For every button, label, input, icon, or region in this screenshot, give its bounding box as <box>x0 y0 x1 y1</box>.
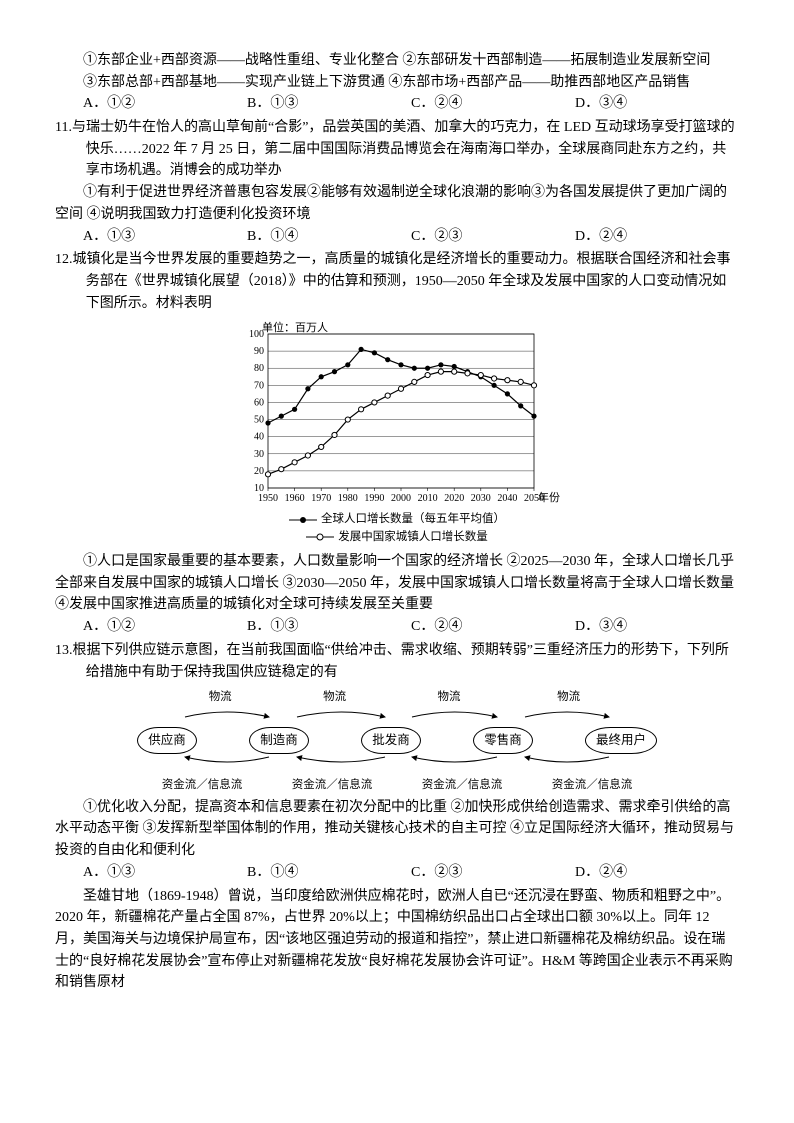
arrows-top <box>137 707 657 719</box>
q12-chart: 1020304050607080901001950196019701980199… <box>232 320 562 547</box>
q11-optD[interactable]: D．②④ <box>575 226 739 248</box>
q13-optA[interactable]: A．①③ <box>55 862 247 884</box>
q13-body: 13.根据下列供应链示意图，在当前我国面临“供给冲击、需求收缩、预期转弱”三重经… <box>55 640 739 683</box>
q13-optC[interactable]: C．②③ <box>411 862 575 884</box>
q12-optC[interactable]: C．②④ <box>411 616 575 638</box>
node-row: 供应商 制造商 批发商 零售商 最终用户 <box>137 727 657 754</box>
svg-text:90: 90 <box>254 346 264 357</box>
svg-text:30: 30 <box>254 449 264 460</box>
svg-text:1950: 1950 <box>258 493 278 504</box>
top-lbl-4: 物流 <box>557 689 580 707</box>
q12-optA[interactable]: A．①② <box>55 616 247 638</box>
node-supplier: 供应商 <box>137 727 197 754</box>
svg-text:1970: 1970 <box>311 493 331 504</box>
q11-body: 11.与瑞士奶牛在怡人的高山草甸前“合影”，品尝英国的美酒、加拿大的巧克力，在 … <box>55 117 739 182</box>
chart-legend: 全球人口增长数量（每五年平均值） 发展中国家城镇人口增长数量 <box>232 512 562 547</box>
question-13: 13.根据下列供应链示意图，在当前我国面临“供给冲击、需求收缩、预期转弱”三重经… <box>55 640 739 884</box>
supply-chain-diagram: 物流 物流 物流 物流 供应商 制造商 批发商 零售商 最终用户 <box>55 689 739 795</box>
question-12: 12.城镇化是当今世界发展的重要趋势之一，高质量的城镇化是经济增长的重要动力。根… <box>55 249 739 638</box>
q12-body: 12.城镇化是当今世界发展的重要趋势之一，高质量的城镇化是经济增长的重要动力。根… <box>55 249 739 314</box>
q10-optB[interactable]: B．①③ <box>247 93 411 115</box>
q12-optD[interactable]: D．③④ <box>575 616 739 638</box>
legend2-text: 发展中国家城镇人口增长数量 <box>338 530 488 545</box>
q12-text: 城镇化是当今世界发展的重要趋势之一，高质量的城镇化是经济增长的重要动力。根据联合… <box>73 252 731 310</box>
svg-text:单位：百万人: 单位：百万人 <box>262 320 328 334</box>
svg-text:2010: 2010 <box>418 493 438 504</box>
question-11: 11.与瑞士奶牛在怡人的高山草甸前“合影”，品尝英国的美酒、加拿大的巧克力，在 … <box>55 117 739 247</box>
svg-text:40: 40 <box>254 432 264 443</box>
q13-options: A．①③ B．①④ C．②③ D．②④ <box>55 862 739 884</box>
top-lbl-2: 物流 <box>323 689 346 707</box>
q13-optD[interactable]: D．②④ <box>575 862 739 884</box>
q12-num: 12. <box>55 252 73 267</box>
svg-text:2040: 2040 <box>497 493 517 504</box>
q12-stmt: ①人口是国家最重要的基本要素，人口数量影响一个国家的经济增长 ②2025—203… <box>55 551 739 616</box>
node-wholesaler: 批发商 <box>361 727 421 754</box>
legend1-text: 全球人口增长数量（每五年平均值） <box>321 512 505 527</box>
svg-text:80: 80 <box>254 363 264 374</box>
q12-optB[interactable]: B．①③ <box>247 616 411 638</box>
q12-options: A．①② B．①③ C．②④ D．③④ <box>55 616 739 638</box>
svg-text:1980: 1980 <box>338 493 358 504</box>
bottom-labels: 资金流／信息流 资金流／信息流 资金流／信息流 资金流／信息流 <box>137 777 657 795</box>
legend-series-2: 发展中国家城镇人口增长数量 <box>306 530 488 545</box>
svg-text:2000: 2000 <box>391 493 411 504</box>
svg-text:60: 60 <box>254 398 264 409</box>
top-labels: 物流 物流 物流 物流 <box>137 689 657 705</box>
reading-passage: 圣雄甘地（1869-1948）曾说，当印度给欧洲供应棉花时，欧洲人自已“还沉浸在… <box>55 886 739 994</box>
bot-lbl-3: 资金流／信息流 <box>397 777 527 795</box>
svg-text:1990: 1990 <box>364 493 384 504</box>
svg-text:1960: 1960 <box>285 493 305 504</box>
q13-num: 13. <box>55 643 73 658</box>
q10-optD[interactable]: D．③④ <box>575 93 739 115</box>
q11-stmt: ①有利于促进世界经济普惠包容发展②能够有效遏制逆全球化浪潮的影响③为各国发展提供… <box>55 182 739 225</box>
q12-chart-container: 1020304050607080901001950196019701980199… <box>55 320 739 547</box>
svg-text:50: 50 <box>254 415 264 426</box>
bot-lbl-4: 资金流／信息流 <box>527 777 657 795</box>
node-manufacturer: 制造商 <box>249 727 309 754</box>
q10-stmt1: ①东部企业+西部资源——战略性重组、专业化整合 ②东部研发十西部制造——拓展制造… <box>55 50 739 72</box>
node-retailer: 零售商 <box>473 727 533 754</box>
svg-text:20: 20 <box>254 466 264 477</box>
q10-options: A．①② B．①③ C．②④ D．③④ <box>55 93 739 115</box>
q13-optB[interactable]: B．①④ <box>247 862 411 884</box>
q11-optA[interactable]: A．①③ <box>55 226 247 248</box>
q11-text: 与瑞士奶牛在怡人的高山草甸前“合影”，品尝英国的美酒、加拿大的巧克力，在 LED… <box>72 120 735 178</box>
q13-stmt: ①优化收入分配，提高资本和信息要素在初次分配中的比重 ②加快形成供给创造需求、需… <box>55 797 739 862</box>
q11-optC[interactable]: C．②③ <box>411 226 575 248</box>
svg-text:2030: 2030 <box>471 493 491 504</box>
question-10: ①东部企业+西部资源——战略性重组、专业化整合 ②东部研发十西部制造——拓展制造… <box>55 50 739 115</box>
arrows-bottom <box>137 754 657 768</box>
q11-num: 11. <box>55 120 72 135</box>
svg-text:2020: 2020 <box>444 493 464 504</box>
passage-p1: 圣雄甘地（1869-1948）曾说，当印度给欧洲供应棉花时，欧洲人自已“还沉浸在… <box>55 886 739 994</box>
svg-text:70: 70 <box>254 381 264 392</box>
legend-series-1: 全球人口增长数量（每五年平均值） <box>289 512 505 527</box>
q10-optA[interactable]: A．①② <box>55 93 247 115</box>
q13-text: 根据下列供应链示意图，在当前我国面临“供给冲击、需求收缩、预期转弱”三重经济压力… <box>73 643 729 680</box>
q10-optC[interactable]: C．②④ <box>411 93 575 115</box>
svg-text:年份: 年份 <box>538 490 560 504</box>
q11-options: A．①③ B．①④ C．②③ D．②④ <box>55 226 739 248</box>
top-lbl-1: 物流 <box>209 689 232 707</box>
q11-optB[interactable]: B．①④ <box>247 226 411 248</box>
bot-lbl-2: 资金流／信息流 <box>267 777 397 795</box>
top-lbl-3: 物流 <box>438 689 461 707</box>
bot-lbl-1: 资金流／信息流 <box>137 777 267 795</box>
population-chart-svg: 1020304050607080901001950196019701980199… <box>232 320 562 510</box>
q10-stmt2: ③东部总部+西部基地——实现产业链上下游贯通 ④东部市场+西部产品——助推西部地… <box>55 72 739 94</box>
node-enduser: 最终用户 <box>585 727 657 754</box>
